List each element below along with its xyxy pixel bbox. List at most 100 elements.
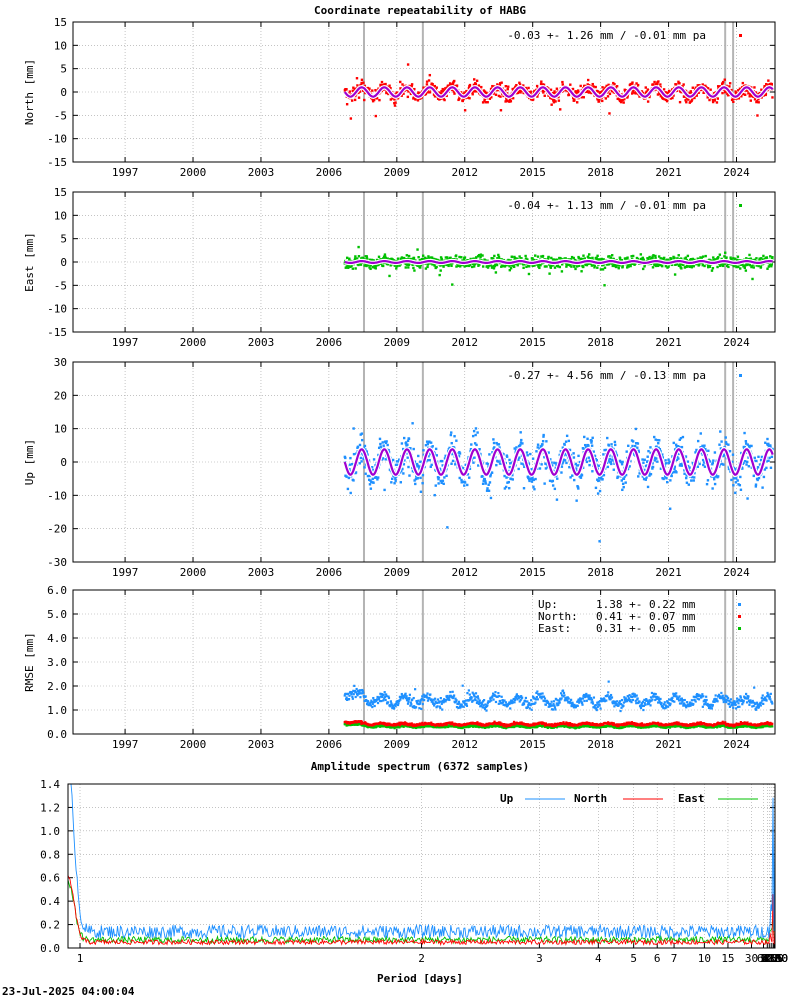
data-point	[449, 83, 453, 86]
data-point	[552, 101, 556, 104]
data-point	[534, 477, 537, 481]
data-point	[429, 256, 433, 259]
data-point	[438, 273, 441, 277]
data-point	[453, 92, 456, 95]
data-point	[725, 442, 728, 446]
data-point	[393, 482, 396, 485]
data-point	[582, 265, 585, 269]
data-point	[539, 82, 543, 86]
data-point	[711, 461, 715, 465]
data-point	[358, 90, 362, 93]
data-point	[686, 98, 690, 101]
data-point	[598, 91, 601, 94]
data-point	[418, 467, 421, 470]
data-point	[691, 257, 695, 261]
data-point	[568, 264, 572, 267]
data-point	[413, 87, 416, 91]
data-point	[572, 97, 576, 100]
data-point	[364, 472, 367, 475]
data-point	[743, 460, 747, 463]
data-point	[484, 101, 488, 104]
data-point	[615, 265, 618, 269]
data-point	[541, 440, 545, 443]
data-point	[593, 264, 596, 267]
data-point	[579, 84, 582, 88]
data-point	[642, 461, 645, 464]
data-point	[770, 265, 773, 268]
x-tick-label: 1997	[112, 336, 139, 349]
data-point	[486, 462, 490, 466]
data-point	[576, 90, 579, 94]
data-point	[746, 443, 749, 446]
data-point	[760, 88, 763, 91]
data-point	[646, 485, 650, 489]
data-point	[758, 258, 761, 262]
data-point	[458, 450, 461, 454]
data-point	[425, 83, 429, 86]
data-point	[678, 263, 681, 266]
data-point	[678, 100, 682, 104]
data-point	[750, 444, 753, 448]
data-point	[445, 474, 448, 478]
data-point	[621, 460, 624, 464]
data-point	[536, 255, 540, 258]
data-point	[468, 263, 472, 267]
data-point	[427, 257, 431, 260]
data-point	[734, 481, 738, 484]
data-point	[757, 101, 760, 104]
data-point	[591, 256, 594, 260]
data-point	[474, 427, 478, 430]
data-point	[707, 265, 710, 269]
data-point	[626, 96, 629, 99]
data-point	[474, 257, 478, 260]
data-point	[574, 462, 578, 466]
data-point	[424, 256, 427, 260]
data-point	[691, 86, 694, 89]
data-point	[481, 265, 485, 268]
data-point	[369, 487, 373, 490]
data-point	[350, 99, 354, 102]
data-point	[699, 432, 702, 435]
data-point	[673, 465, 677, 468]
data-point	[606, 95, 610, 98]
data-point	[487, 489, 491, 492]
data-point	[657, 255, 661, 258]
data-point	[529, 452, 532, 456]
data-point	[748, 253, 751, 257]
data-point	[712, 256, 715, 259]
data-point	[554, 461, 557, 465]
data-point	[585, 460, 589, 464]
data-point	[631, 444, 634, 448]
data-point	[574, 90, 577, 93]
data-point	[381, 441, 384, 444]
data-point	[661, 97, 665, 100]
x-tick-label: 2009	[384, 566, 411, 579]
data-point	[743, 431, 746, 435]
x-tick-label: 2000	[180, 336, 207, 349]
data-point	[347, 264, 350, 268]
data-point	[577, 264, 581, 267]
data-point	[632, 91, 635, 94]
data-point	[618, 97, 621, 101]
data-point	[524, 254, 527, 258]
data-point	[570, 265, 573, 268]
data-point	[401, 467, 404, 471]
data-point	[583, 257, 586, 260]
data-point	[505, 264, 508, 267]
data-point	[735, 92, 738, 95]
data-point	[655, 445, 658, 448]
data-point	[753, 98, 757, 101]
data-point	[642, 477, 646, 481]
data-point	[402, 472, 405, 475]
data-point	[651, 255, 654, 258]
data-point	[746, 497, 749, 500]
data-point	[551, 91, 555, 95]
x-tick-label: 2006	[316, 166, 343, 179]
data-point	[706, 96, 709, 99]
data-point	[428, 458, 431, 462]
data-point	[668, 726, 672, 729]
data-point	[522, 463, 525, 466]
data-point	[520, 462, 523, 465]
data-point	[535, 84, 539, 88]
data-point	[740, 95, 743, 98]
